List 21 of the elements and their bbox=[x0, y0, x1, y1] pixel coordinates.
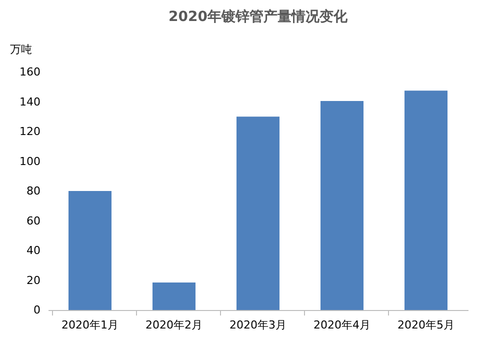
y-tick-label: 80 bbox=[26, 184, 40, 198]
bar bbox=[152, 282, 196, 310]
y-tick-label: 160 bbox=[20, 66, 40, 78]
bar bbox=[236, 116, 280, 310]
bar bbox=[320, 101, 364, 310]
bar bbox=[404, 90, 448, 310]
chart-title: 2020年镀锌管产量情况变化 bbox=[168, 8, 348, 25]
y-tick-label: 120 bbox=[20, 125, 40, 138]
y-tick-label: 100 bbox=[20, 154, 40, 168]
x-tick-label: 2020年1月 bbox=[62, 318, 118, 332]
x-tick-label: 2020年3月 bbox=[230, 318, 286, 332]
x-tick-label: 2020年4月 bbox=[314, 318, 370, 332]
y-axis-title: 万吨 bbox=[10, 43, 32, 56]
y-tick-label: 60 bbox=[26, 214, 40, 228]
y-tick-label: 140 bbox=[20, 95, 40, 108]
x-tick-label: 2020年2月 bbox=[146, 318, 202, 332]
y-tick-label: 40 bbox=[26, 244, 40, 257]
y-tick-label: 20 bbox=[26, 274, 40, 287]
bar bbox=[68, 191, 112, 310]
y-tick-label: 0 bbox=[34, 304, 40, 316]
x-tick-label: 2020年5月 bbox=[398, 318, 454, 332]
